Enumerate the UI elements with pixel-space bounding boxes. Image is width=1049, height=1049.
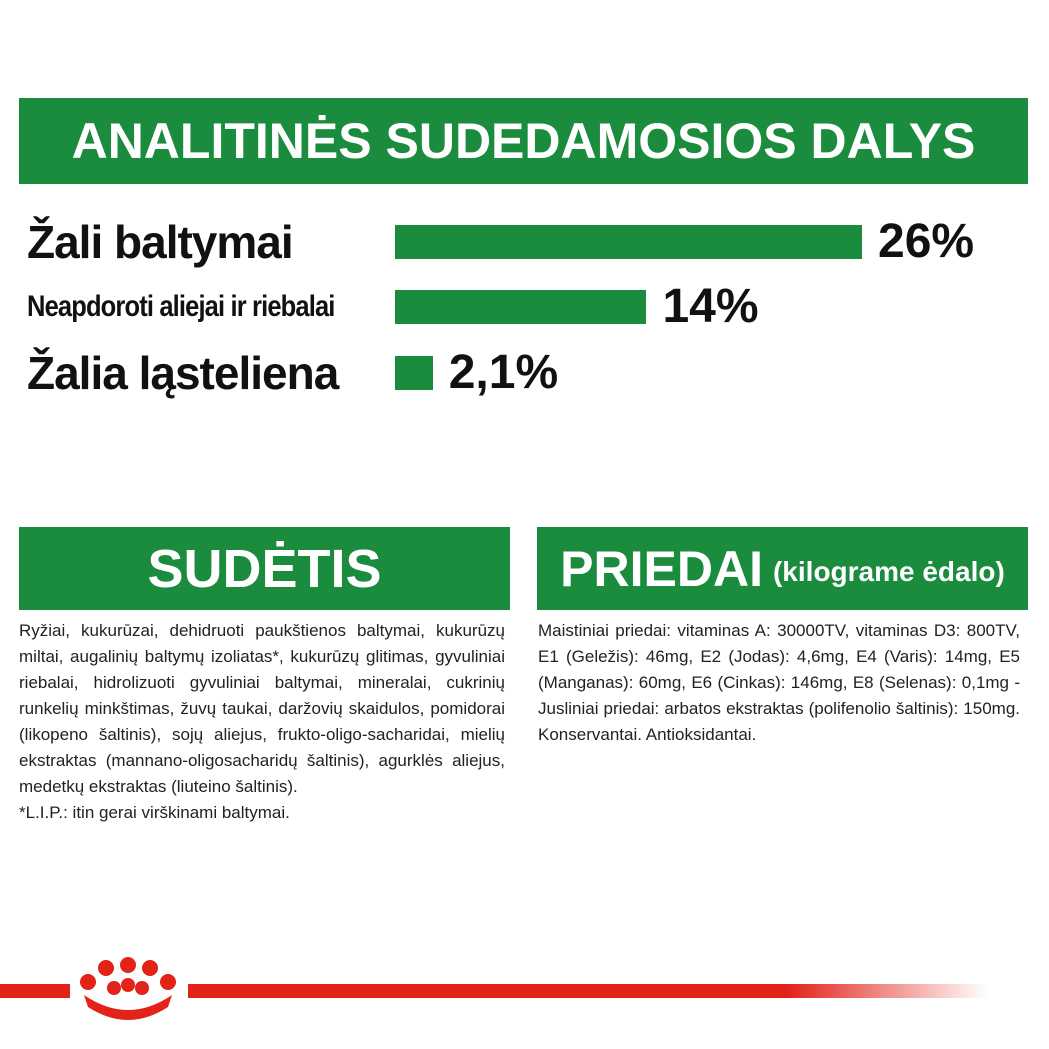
composition-note: *L.I.P.: itin gerai virškinami baltymai. bbox=[19, 803, 290, 822]
additives-subtitle: (kilograme ėdalo) bbox=[772, 555, 1005, 587]
value-label: 2,1% bbox=[448, 346, 559, 399]
category-label: Žalia ląsteliena bbox=[27, 347, 339, 399]
value-label: 14% bbox=[662, 280, 759, 333]
composition-banner: SUDĖTIS bbox=[19, 527, 510, 610]
footer-line bbox=[0, 984, 70, 998]
category-label: Neapdoroti aliejai ir riebalai bbox=[27, 290, 335, 323]
bar bbox=[395, 290, 647, 324]
additives-text: Maistiniai priedai: vitaminas A: 30000TV… bbox=[538, 621, 1020, 744]
additives-title: PRIEDAI bbox=[560, 540, 763, 597]
footer-line bbox=[188, 984, 988, 998]
bar bbox=[395, 356, 433, 390]
value-label: 26% bbox=[878, 215, 975, 268]
bar bbox=[395, 225, 862, 259]
composition-text: Ryžiai, kukurūzai, dehidruoti paukštieno… bbox=[19, 618, 505, 826]
title-banner: ANALITINĖS SUDEDAMOSIOS DALYS bbox=[19, 98, 1028, 184]
composition-paragraph: Ryžiai, kukurūzai, dehidruoti paukštieno… bbox=[19, 621, 505, 796]
logo bbox=[80, 957, 176, 1020]
chart-title: ANALITINĖS SUDEDAMOSIOS DALYS bbox=[71, 113, 976, 169]
category-label: Žali baltymai bbox=[27, 216, 294, 268]
additives-banner: PRIEDAI (kilograme ėdalo) bbox=[537, 527, 1028, 610]
composition-title: SUDĖTIS bbox=[147, 538, 382, 599]
footer bbox=[0, 957, 988, 1020]
